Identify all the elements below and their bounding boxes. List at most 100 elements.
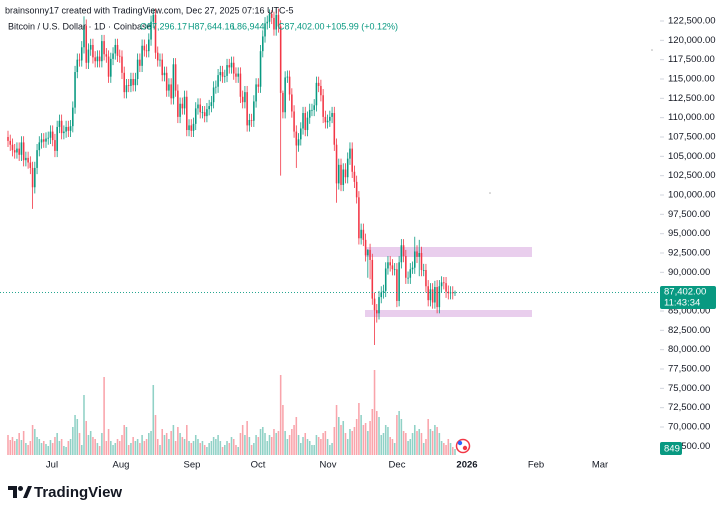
volume-bar [246, 421, 248, 455]
countdown-label: 11:43:34 [664, 298, 700, 309]
volume-bar [228, 443, 231, 455]
candle-body [208, 106, 210, 110]
candle-body [255, 84, 257, 102]
volume-bar [89, 431, 92, 455]
candle-body [282, 92, 284, 113]
candle-body [130, 78, 132, 86]
candle-body [445, 283, 447, 292]
candle-body [22, 142, 25, 161]
candle-body [398, 262, 400, 301]
volume-bar [411, 433, 414, 455]
candle-body [112, 53, 114, 59]
event-icon-dot [457, 440, 463, 446]
volume-bar [150, 431, 152, 455]
volume-bar [154, 415, 157, 455]
candle-body [60, 120, 63, 134]
candle-body [105, 54, 108, 57]
candle-body [431, 289, 434, 303]
brand-name: TradingView [34, 484, 122, 501]
volume-bar [355, 419, 358, 455]
candle-body [420, 252, 423, 271]
volume-bar [143, 441, 146, 455]
volume-bar [224, 445, 226, 455]
y-tick-label: 72,500.00 [668, 402, 710, 413]
candle-body [80, 47, 83, 61]
volume-bar [101, 433, 103, 455]
candle-body [136, 59, 139, 79]
y-tick-label: 107,500.00 [668, 132, 716, 143]
volume-bar [438, 433, 441, 455]
volume-bar [58, 441, 61, 455]
y-tick-label: 97,500.00 [668, 209, 710, 220]
candle-body [38, 142, 41, 151]
volume-bar [373, 370, 376, 455]
candle-body [277, 14, 280, 27]
volume-bar [264, 433, 266, 455]
volume-bar [172, 425, 175, 455]
candle-body [393, 269, 396, 271]
volume-bar [391, 439, 394, 455]
volume-bar [337, 417, 340, 455]
volume-bar [199, 443, 201, 455]
candle-body [362, 229, 365, 240]
volume-bar [116, 439, 119, 455]
volume-bar [221, 447, 224, 455]
volume-bar [447, 439, 450, 455]
candle-body [49, 131, 52, 138]
candle-body [409, 269, 412, 278]
x-tick-label: Oct [251, 460, 266, 471]
candle-body [346, 158, 349, 178]
candle-body [101, 41, 103, 62]
volume-bar [416, 431, 418, 455]
volume-bar [16, 439, 18, 455]
candle-body [31, 167, 34, 188]
candle-body [67, 126, 70, 131]
volume-bar [156, 439, 159, 455]
candle-body [391, 265, 394, 270]
candle-body [145, 50, 148, 52]
volume-bar [425, 439, 427, 455]
volume-bar [346, 439, 349, 455]
candle-body [114, 44, 117, 54]
volume-bar [161, 429, 163, 455]
candle-body [378, 297, 380, 314]
candle-body [422, 270, 425, 271]
candle-body [367, 249, 369, 256]
candle-body [58, 120, 61, 127]
candle-body [18, 148, 20, 155]
volume-bar [7, 435, 9, 455]
candle-body [300, 128, 302, 140]
candle-body [387, 262, 389, 269]
volume-bar [315, 435, 318, 455]
volume-bar [74, 415, 76, 455]
brand-logo [8, 486, 32, 498]
volume-bar [40, 443, 43, 455]
candle-body [16, 148, 18, 153]
volume-bar [364, 423, 367, 455]
volume-bar [402, 431, 405, 455]
candle-body [65, 126, 67, 132]
candle-body [186, 96, 188, 131]
volume-bar [257, 437, 260, 455]
y-tick-label: 112,500.00 [668, 93, 715, 104]
candle-body [371, 259, 374, 299]
candle-body [11, 144, 14, 151]
volume-bar [375, 411, 378, 455]
volume-bar [250, 445, 253, 455]
volume-bar [369, 421, 371, 455]
volume-bar [342, 421, 345, 455]
event-icon [455, 438, 471, 454]
volume-bar [268, 435, 271, 455]
candle-body [250, 119, 253, 121]
volume-bar [445, 445, 447, 455]
x-tick-label: Sep [184, 460, 201, 471]
x-tick-label: Feb [528, 460, 544, 471]
volume-bar [306, 439, 309, 455]
candle-body [20, 142, 23, 155]
candle-body [416, 251, 418, 257]
candle-body [373, 298, 376, 311]
candle-body [447, 291, 450, 294]
volume-bar [360, 415, 362, 455]
candle-body [181, 103, 184, 109]
volume-bar [190, 443, 193, 455]
